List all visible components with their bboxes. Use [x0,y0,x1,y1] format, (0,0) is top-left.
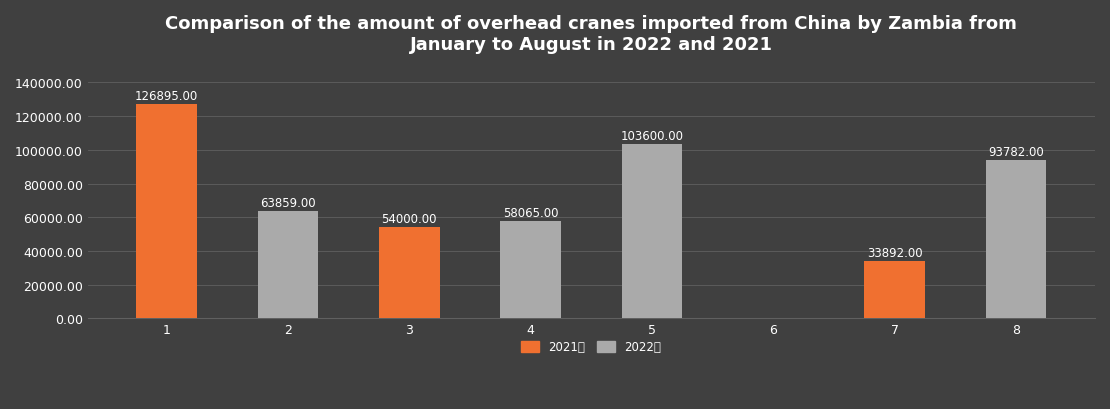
Bar [986,161,1047,319]
Legend: 2021年, 2022年: 2021年, 2022年 [517,336,666,358]
Bar [258,211,319,319]
Text: 58065.00: 58065.00 [503,206,558,219]
Bar [501,221,561,319]
Bar [379,228,440,319]
Title: Comparison of the amount of overhead cranes imported from China by Zambia from
J: Comparison of the amount of overhead cra… [165,15,1017,54]
Bar [137,105,196,319]
Text: 126895.00: 126895.00 [135,90,199,103]
Text: 93782.00: 93782.00 [988,146,1045,159]
Text: 54000.00: 54000.00 [382,213,437,226]
Bar [865,262,925,319]
Text: 63859.00: 63859.00 [260,196,315,209]
Bar [622,144,683,319]
Text: 33892.00: 33892.00 [867,247,922,260]
Text: 103600.00: 103600.00 [620,129,684,142]
